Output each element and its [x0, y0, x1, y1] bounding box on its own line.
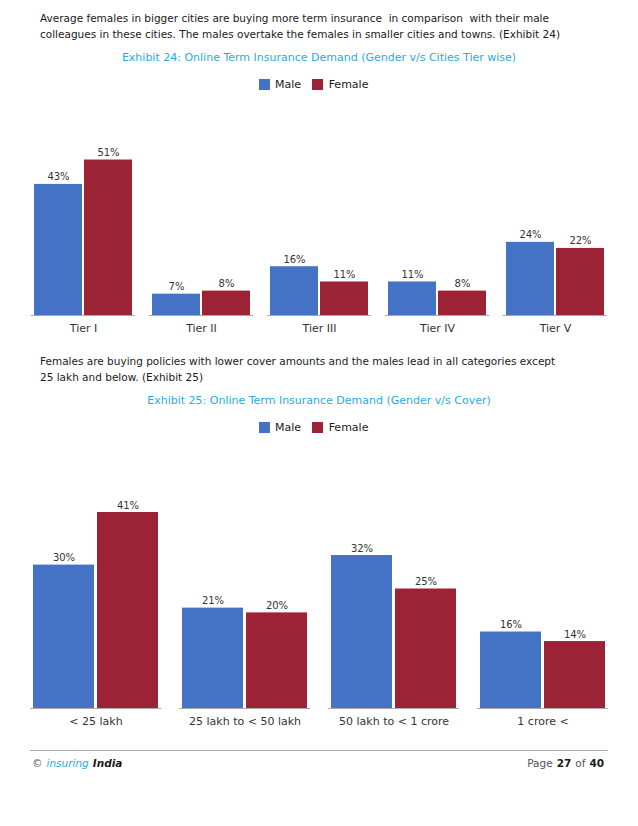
html-text:Male: Male: [275, 77, 302, 91]
svg-text:Tier IV: Tier IV: [419, 322, 455, 335]
html-text:Female: Female: [328, 420, 369, 434]
svg-text:41%: 41%: [117, 500, 139, 511]
svg-text:< 25 lakh: < 25 lakh: [69, 715, 122, 728]
svg-text:20%: 20%: [266, 600, 288, 611]
svg-text:16%: 16%: [500, 619, 522, 630]
svg-text:24%: 24%: [519, 229, 541, 240]
svg-text:25%: 25%: [415, 576, 437, 587]
html-text:Exhibit 25: Online Term Insura: Exhibit 25: Online Term Insurance Demand…: [147, 393, 491, 407]
svg-text:43%: 43%: [47, 171, 69, 182]
svg-text:Tier III: Tier III: [302, 322, 337, 335]
svg-text:Tier V: Tier V: [539, 322, 572, 335]
svg-text:1 crore <: 1 crore <: [517, 715, 568, 728]
html-text:© insuring India: © insuring India: [32, 757, 123, 770]
svg-text:14%: 14%: [564, 629, 586, 640]
svg-text:11%: 11%: [333, 269, 355, 280]
svg-text:30%: 30%: [53, 552, 75, 563]
html-text:Male: Male: [275, 420, 302, 434]
svg-text:7%: 7%: [169, 281, 185, 292]
html-text:Page 27 of 40: Page 27 of 40: [527, 757, 604, 770]
html-text:Females are buying policies wi: Females are buying policies with lower c…: [40, 355, 556, 384]
svg-text:Tier I: Tier I: [69, 322, 97, 335]
svg-text:8%: 8%: [219, 278, 235, 289]
html-text:Female: Female: [328, 77, 369, 91]
svg-text:51%: 51%: [97, 147, 119, 158]
svg-text:50 lakh to < 1 crore: 50 lakh to < 1 crore: [339, 715, 449, 728]
svg-text:16%: 16%: [283, 254, 305, 265]
svg-text:8%: 8%: [455, 278, 471, 289]
svg-text:32%: 32%: [351, 543, 373, 554]
svg-text:11%: 11%: [401, 269, 423, 280]
svg-text:Tier II: Tier II: [185, 322, 217, 335]
html-text:Average females in bigger citi: Average females in bigger cities are buy…: [40, 12, 560, 41]
html-text:Exhibit 24: Online Term Insura: Exhibit 24: Online Term Insurance Demand…: [121, 50, 517, 64]
svg-text:22%: 22%: [569, 235, 591, 246]
svg-text:21%: 21%: [202, 595, 224, 606]
svg-text:25 lakh to < 50 lakh: 25 lakh to < 50 lakh: [189, 715, 301, 728]
